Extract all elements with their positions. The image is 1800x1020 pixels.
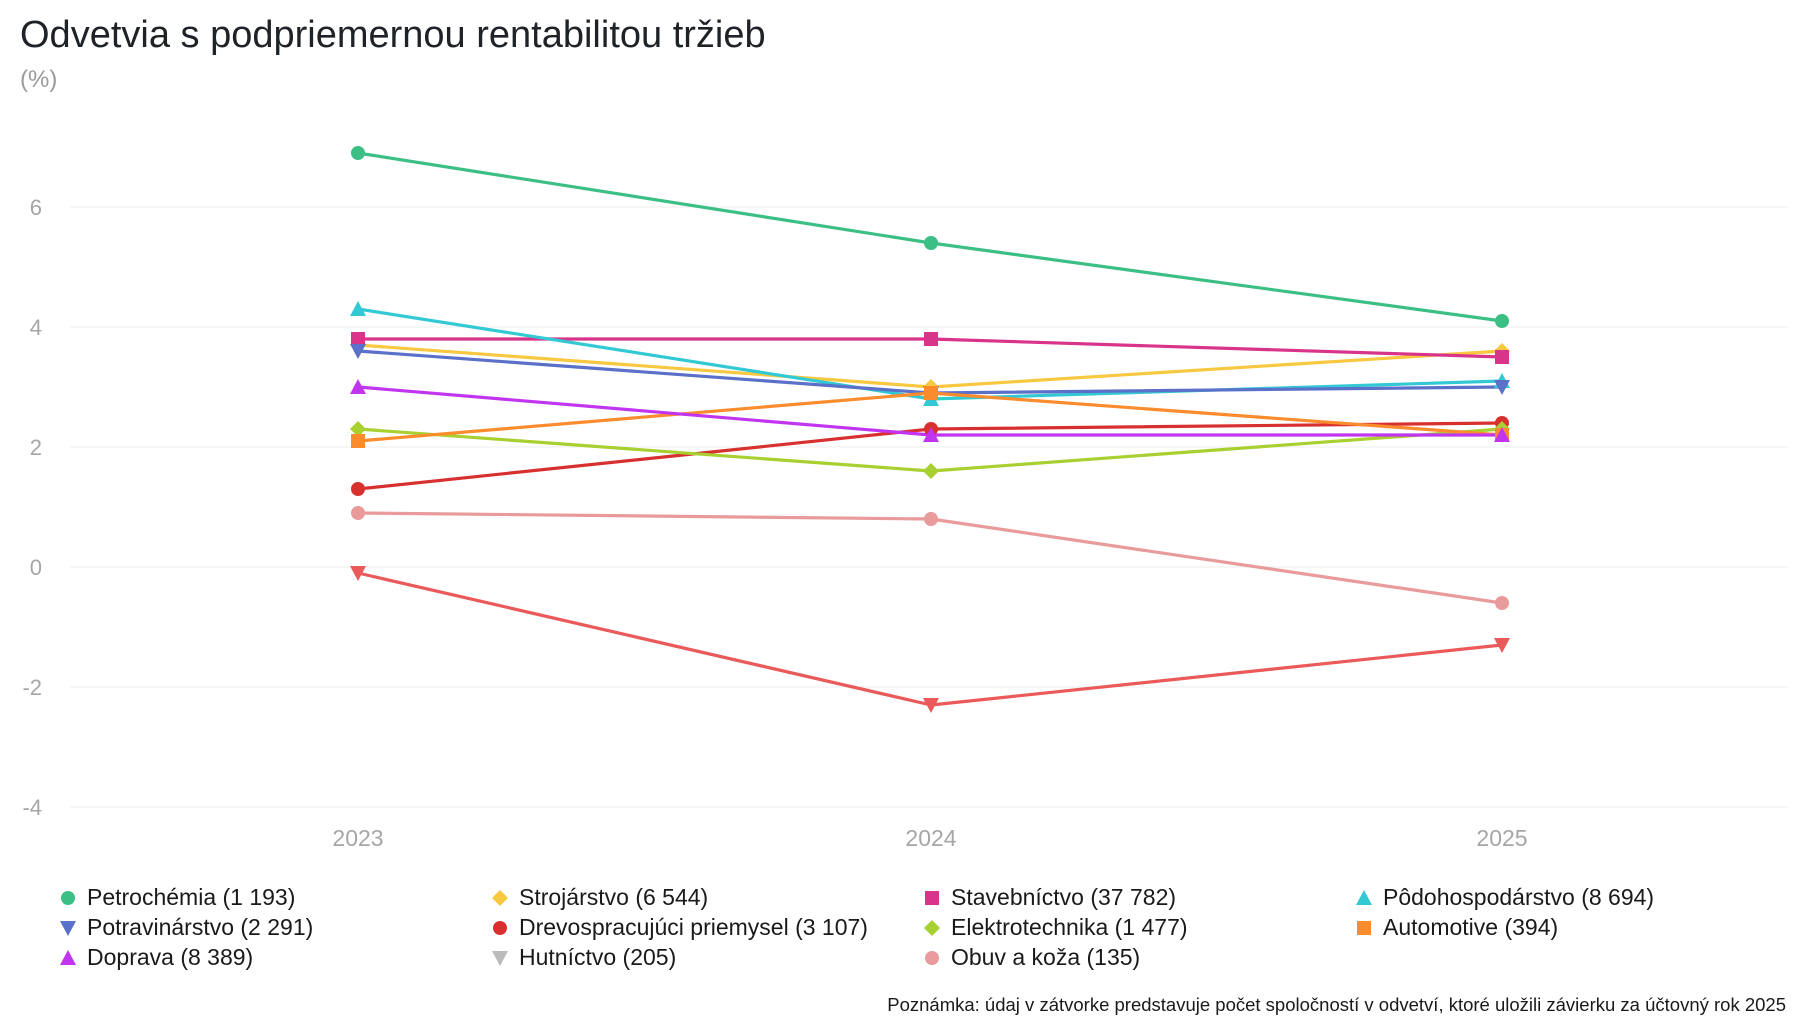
data-point: [924, 512, 938, 526]
data-point: [1495, 596, 1509, 610]
data-point: [1494, 638, 1510, 653]
legend-marker-icon: [1357, 921, 1371, 935]
legend-label: Drevospracujúci priemysel (3 107): [519, 914, 868, 940]
legend-label: Elektrotechnika (1 477): [951, 914, 1188, 940]
series-line: [357, 511, 1503, 605]
y-tick-label: 0: [30, 555, 42, 580]
data-point: [1494, 427, 1510, 442]
data-point: [351, 482, 365, 496]
legend-marker-icon: [925, 951, 939, 965]
legend-label: Hutníctvo (205): [519, 944, 677, 970]
y-tick-label: -4: [22, 795, 42, 820]
legend-marker-icon: [60, 921, 76, 936]
legend-label: Obuv a koža (135): [951, 944, 1141, 970]
data-point: [351, 332, 365, 346]
legend-label: Stavebníctvo (37 782): [951, 884, 1177, 910]
legend-marker: [925, 891, 939, 905]
data-point: [1495, 314, 1509, 328]
legend-marker: [61, 891, 75, 905]
y-tick-label: -2: [22, 675, 42, 700]
legend-marker: [60, 950, 76, 965]
legend-marker: [1357, 921, 1371, 935]
legend-marker: [493, 921, 507, 935]
data-point: [923, 463, 939, 479]
legend-marker-icon: [924, 920, 940, 936]
legend-label: Doprava (8 389): [87, 944, 254, 970]
x-tick-label: 2024: [905, 825, 956, 851]
chart-title: Odvetvia s podpriemernou rentabilitou tr…: [20, 14, 766, 56]
data-point: [923, 427, 939, 442]
data-point: [350, 301, 366, 316]
series-line: [357, 571, 1503, 707]
data-point: [350, 421, 366, 437]
y-tick-label: 6: [30, 195, 42, 220]
data-point: [351, 146, 365, 160]
data-point: [350, 566, 366, 581]
data-point: [924, 236, 938, 250]
chart-note: Poznámka: údaj v zátvorke predstavuje po…: [887, 994, 1786, 1015]
data-point: [924, 386, 938, 400]
legend-marker: [1356, 890, 1372, 905]
data-point: [924, 332, 938, 346]
data-point: [351, 434, 365, 448]
legend-marker-icon: [492, 890, 508, 906]
chart-unit-label: (%): [20, 66, 58, 93]
data-point: [1494, 380, 1510, 395]
legend-marker: [925, 951, 939, 965]
legend-marker-icon: [61, 891, 75, 905]
legend-marker: [492, 951, 508, 966]
legend-marker: [924, 920, 940, 936]
data-point: [351, 506, 365, 520]
legend-label: Strojárstvo (6 544): [519, 884, 709, 910]
legend-marker: [492, 890, 508, 906]
legend-marker-icon: [60, 950, 76, 965]
data-point: [350, 379, 366, 394]
x-tick-label: 2023: [332, 825, 383, 851]
x-tick-label: 2025: [1476, 825, 1527, 851]
legend-label: Pôdohospodárstvo (8 694): [1383, 884, 1655, 910]
legend-marker-icon: [1356, 890, 1372, 905]
legend-marker-icon: [925, 891, 939, 905]
legend-marker-icon: [493, 921, 507, 935]
y-tick-label: 4: [30, 315, 42, 340]
data-point: [350, 344, 366, 359]
y-tick-label: 2: [30, 435, 42, 460]
data-point: [923, 698, 939, 713]
legend-label: Potravinárstvo (2 291): [87, 914, 314, 940]
legend-marker: [60, 921, 76, 936]
line-chart: -4 -2 0 2 4 6 2023 2024 2025: [22, 146, 1788, 851]
legend-label: Automotive (394): [1383, 914, 1559, 940]
data-point: [1495, 350, 1509, 364]
legend-label: Petrochémia (1 193): [87, 884, 296, 910]
legend-marker-icon: [492, 951, 508, 966]
